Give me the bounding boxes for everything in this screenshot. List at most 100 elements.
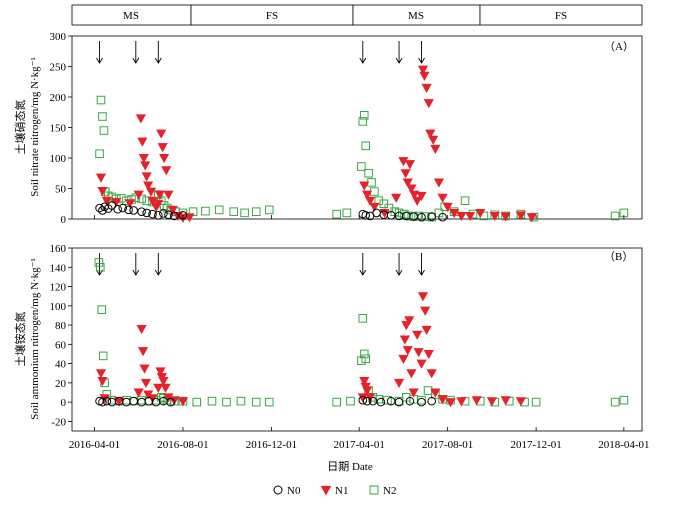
- data-point-n0: [142, 208, 151, 218]
- data-point-n1: [140, 378, 152, 389]
- data-point-n1: [456, 397, 467, 407]
- data-point-n2: [383, 395, 392, 405]
- data-point-n2: [94, 258, 104, 267]
- y-tick-label: 120: [50, 282, 67, 294]
- data-point-n1: [143, 181, 154, 191]
- data-point-n2: [399, 209, 409, 219]
- data-point-n1: [364, 196, 376, 206]
- data-point-n2: [264, 397, 274, 407]
- season-label: MS: [123, 10, 139, 22]
- y-tick-label: -20: [51, 416, 66, 428]
- data-point-n2: [99, 126, 109, 135]
- data-point-n0: [438, 212, 447, 222]
- data-point-n2: [619, 395, 629, 405]
- data-point-n1: [489, 212, 500, 222]
- data-point-n2: [207, 396, 217, 406]
- data-point-n1: [409, 190, 420, 200]
- data-point-n1: [416, 191, 427, 201]
- data-point-n1: [133, 388, 144, 398]
- data-point-n0: [137, 207, 146, 216]
- data-point-n1: [137, 347, 149, 357]
- data-point-n2: [214, 205, 224, 215]
- data-point-n1: [430, 144, 441, 155]
- legend: N0 N1 N2: [273, 485, 396, 497]
- data-point-n1: [445, 398, 456, 408]
- data-point-n1: [362, 386, 373, 396]
- x-tick-label: 2017-08-01: [422, 439, 473, 451]
- data-point-n1: [359, 181, 370, 191]
- data-point-n2: [264, 205, 274, 215]
- data-point-n2: [95, 149, 104, 159]
- data-point-n1: [437, 395, 448, 405]
- y-tick-label: 300: [50, 31, 67, 43]
- data-point-n0: [405, 396, 415, 406]
- data-point-n1: [136, 324, 147, 335]
- data-point-n1: [421, 83, 432, 94]
- data-point-n0: [178, 211, 188, 220]
- data-point-n1: [145, 187, 157, 197]
- data-point-n1: [526, 213, 537, 223]
- data-point-n1: [141, 172, 152, 182]
- data-point-n1: [158, 376, 169, 387]
- data-point-n1: [155, 367, 166, 377]
- data-point-n2: [610, 397, 620, 407]
- legend-label: N1: [335, 485, 348, 497]
- data-point-n1: [391, 193, 402, 203]
- data-point-n0: [124, 205, 133, 215]
- data-point-n0: [118, 203, 128, 213]
- data-point-n1: [500, 396, 511, 406]
- data-point-n1: [475, 208, 486, 219]
- data-point-n2: [357, 162, 366, 171]
- x-tick-label: 2017-12-01: [510, 439, 561, 451]
- y-tick-label: 200: [50, 92, 67, 104]
- x-tick-label: 2017-04-01: [334, 439, 385, 451]
- data-point-n0: [417, 212, 426, 222]
- fertilization-arrow: [96, 253, 103, 276]
- data-point-n0: [95, 203, 104, 213]
- data-point-n0: [129, 396, 138, 406]
- fertilization-arrow: [418, 253, 425, 276]
- panel-b: -20 0 20 40 60 80 100 120 140 160 （B） 土壤铵态氮 Soil …: [13, 243, 643, 432]
- data-point-n2: [222, 397, 231, 407]
- fertilization-arrow: [359, 41, 367, 64]
- data-point-n1: [515, 397, 526, 407]
- data-point-n1: [430, 388, 441, 398]
- data-point-n1: [159, 154, 170, 164]
- y-ticks-a: 0 50 100 150 200 250 300: [50, 31, 72, 226]
- x-tick-label: 2016-04-01: [69, 439, 120, 451]
- y-ticks-b: -20 0 20 40 60 80 100 120 140 160: [50, 243, 72, 428]
- data-point-n0: [358, 395, 368, 405]
- data-point-n1: [515, 211, 526, 221]
- data-point-n1: [412, 330, 423, 340]
- data-point-n0: [394, 397, 404, 407]
- data-point-n2: [420, 212, 430, 221]
- data-point-n1: [97, 186, 108, 197]
- data-point-n1: [402, 346, 413, 356]
- data-point-n2: [359, 349, 369, 359]
- data-points-a: [95, 65, 629, 223]
- data-point-n2: [358, 117, 368, 126]
- data-point-n1: [413, 348, 424, 358]
- data-point-n0: [376, 397, 386, 407]
- y-axis-title-cn-b: 土壤铵态氮: [13, 312, 27, 367]
- data-point-n1: [404, 160, 416, 170]
- data-point-n2: [137, 194, 146, 204]
- data-point-n1: [362, 190, 373, 200]
- data-point-n1: [140, 161, 151, 171]
- data-point-n1: [160, 383, 171, 393]
- data-point-n2: [251, 207, 261, 216]
- y-tick-label: 80: [55, 320, 67, 332]
- data-point-n1: [417, 65, 429, 75]
- y-tick-label: 0: [61, 214, 67, 226]
- data-point-n2: [357, 356, 366, 365]
- data-point-n1: [416, 359, 427, 369]
- data-point-n2: [332, 397, 341, 407]
- data-point-n2: [367, 178, 376, 187]
- data-point-n1: [428, 135, 439, 145]
- data-point-n0: [427, 396, 436, 406]
- panel-label-b: （B）: [604, 250, 633, 263]
- data-point-n2: [240, 208, 249, 218]
- legend-label: N2: [383, 485, 396, 497]
- data-point-n1: [442, 202, 453, 212]
- data-point-n0: [361, 211, 371, 220]
